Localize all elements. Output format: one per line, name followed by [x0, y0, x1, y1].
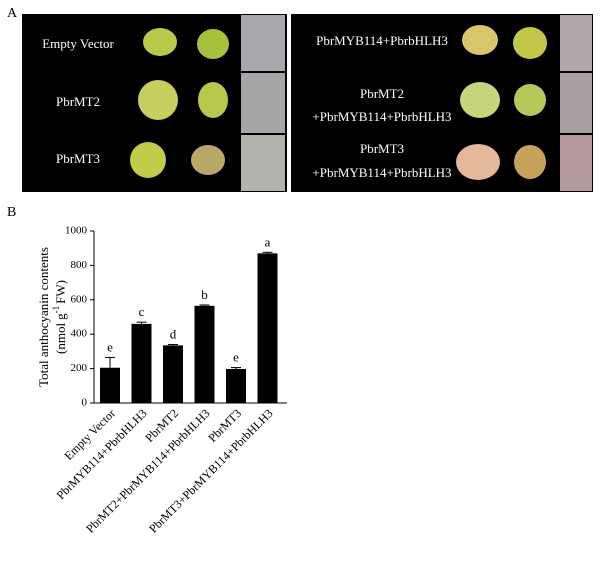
photo-label: PbrMT3 — [360, 141, 404, 156]
leaves — [130, 25, 547, 180]
bar — [257, 253, 278, 403]
significance-letter: d — [170, 327, 177, 342]
significance-letter: e — [233, 350, 239, 365]
photo-label: PbrMT2 — [360, 86, 404, 101]
y-axis-label: Total anthocyanin contents — [36, 247, 51, 387]
panel-label: B — [7, 205, 16, 220]
photo-label: PbrMYB114+PbrbHLH3 — [316, 33, 448, 48]
y-tick-label: 400 — [71, 328, 88, 340]
bar — [194, 305, 215, 403]
tubes — [241, 15, 592, 191]
y-axis-label-part: (nmol — [53, 323, 68, 354]
significance-letter: c — [139, 304, 145, 319]
y-tick-label: 600 — [71, 293, 88, 305]
significance-letter: e — [107, 339, 113, 354]
significance-letter: b — [201, 287, 208, 302]
y-axis-label-part: g — [53, 313, 68, 320]
y-axis-label-part: FW) — [53, 280, 68, 304]
y-tick-label: 0 — [82, 397, 88, 409]
photo-label: +PbrMYB114+PbrbHLH3 — [312, 165, 451, 180]
photo-label: +PbrMYB114+PbrbHLH3 — [312, 109, 451, 124]
y-tick-label: 200 — [71, 362, 88, 374]
bar — [100, 367, 120, 403]
photo-label: PbrMT2 — [56, 94, 100, 109]
panel-label: A — [7, 6, 18, 21]
bar — [163, 345, 183, 403]
bar — [226, 368, 246, 403]
y-axis-label-part: -1 — [51, 306, 61, 314]
bar — [131, 323, 152, 403]
y-axis-label: (nmol g-1 FW) — [51, 280, 68, 354]
photo-label: PbrMT3 — [56, 151, 100, 166]
y-tick-label: 800 — [71, 259, 88, 271]
significance-letter: a — [265, 234, 271, 249]
photo-label: Empty Vector — [42, 36, 114, 51]
y-tick-label: 1000 — [65, 225, 88, 237]
